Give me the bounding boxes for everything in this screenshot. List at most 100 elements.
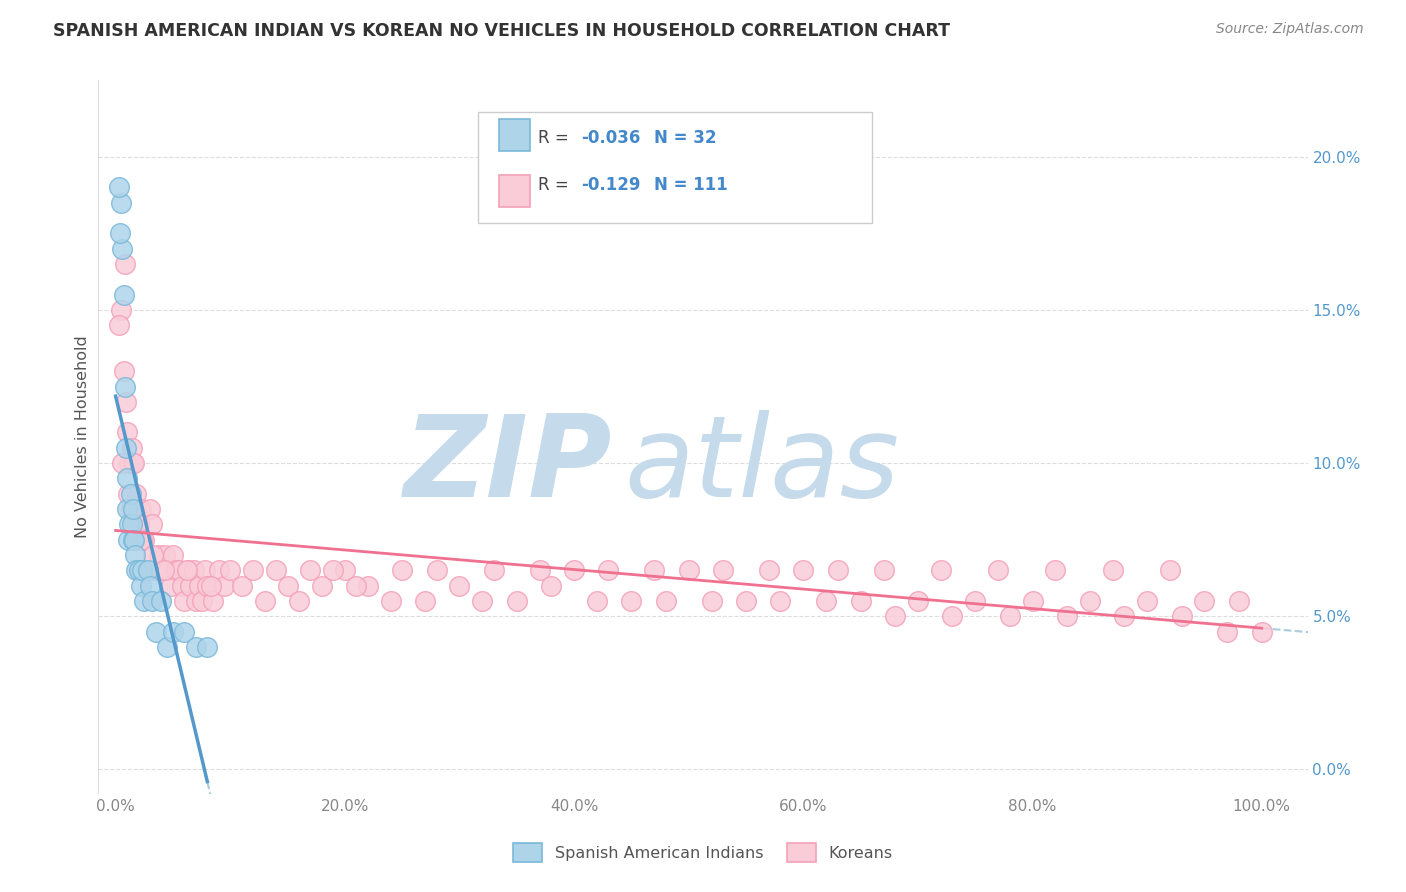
Text: ZIP: ZIP <box>404 410 613 521</box>
Point <box>562 563 585 577</box>
Point <box>172 579 194 593</box>
Point <box>1250 624 1272 639</box>
Point <box>322 563 344 577</box>
Point <box>471 594 494 608</box>
Point <box>131 533 153 547</box>
Point <box>127 517 149 532</box>
Point <box>141 594 163 608</box>
Point <box>506 594 529 608</box>
Point <box>108 318 131 333</box>
Point <box>117 533 139 547</box>
Point <box>1056 609 1078 624</box>
Point <box>121 517 143 532</box>
Point <box>288 594 311 608</box>
Point <box>1078 594 1101 608</box>
Point <box>121 441 143 455</box>
Point <box>200 579 222 593</box>
Point <box>145 563 167 577</box>
Point <box>815 594 838 608</box>
Text: -0.036: -0.036 <box>581 129 640 147</box>
Point <box>156 563 179 577</box>
Point <box>108 180 131 194</box>
Legend: Spanish American Indians, Koreans: Spanish American Indians, Koreans <box>506 837 900 868</box>
Point <box>214 579 236 593</box>
Point <box>202 594 225 608</box>
Point <box>380 594 402 608</box>
Point <box>184 594 207 608</box>
Point <box>141 517 163 532</box>
Point <box>655 594 678 608</box>
Point <box>735 594 758 608</box>
Point <box>145 624 167 639</box>
Point <box>112 287 135 301</box>
Point <box>1216 624 1239 639</box>
Point <box>139 502 162 516</box>
Point <box>965 594 987 608</box>
Point <box>194 563 217 577</box>
Point <box>173 624 195 639</box>
Point <box>115 471 138 485</box>
Point <box>643 563 665 577</box>
Point <box>150 563 173 577</box>
Point <box>219 563 242 577</box>
Text: -0.129: -0.129 <box>581 176 640 194</box>
Point <box>152 563 174 577</box>
Point <box>122 533 145 547</box>
Point <box>391 563 413 577</box>
Point <box>299 563 322 577</box>
Point <box>540 579 562 593</box>
Point <box>120 502 142 516</box>
Point <box>1194 594 1216 608</box>
Point <box>1021 594 1043 608</box>
Point <box>188 579 211 593</box>
Point <box>118 517 141 532</box>
Point <box>208 563 231 577</box>
Point <box>125 563 148 577</box>
Point <box>1045 563 1067 577</box>
Point <box>1114 609 1136 624</box>
Point <box>827 563 849 577</box>
Point <box>159 579 181 593</box>
Point <box>184 640 207 654</box>
Point <box>122 456 145 470</box>
Point <box>117 487 139 501</box>
Point <box>231 579 253 593</box>
Point <box>907 594 929 608</box>
Point <box>120 487 142 501</box>
Point <box>167 563 190 577</box>
Point <box>700 594 723 608</box>
Point <box>929 563 952 577</box>
Point <box>124 548 146 562</box>
Point <box>148 548 170 562</box>
Point <box>114 257 136 271</box>
Point <box>114 379 136 393</box>
Point <box>139 579 162 593</box>
Point <box>413 594 436 608</box>
Y-axis label: No Vehicles in Household: No Vehicles in Household <box>75 335 90 539</box>
Text: SPANISH AMERICAN INDIAN VS KOREAN NO VEHICLES IN HOUSEHOLD CORRELATION CHART: SPANISH AMERICAN INDIAN VS KOREAN NO VEH… <box>53 22 950 40</box>
Point <box>121 533 143 547</box>
Point <box>849 594 872 608</box>
Point <box>1136 594 1159 608</box>
Text: atlas: atlas <box>624 410 900 521</box>
Point <box>1159 563 1181 577</box>
Point <box>277 579 299 593</box>
Point <box>173 594 195 608</box>
Point <box>110 195 132 210</box>
Point <box>195 579 218 593</box>
Point <box>195 640 218 654</box>
Point <box>118 456 141 470</box>
Point <box>121 502 143 516</box>
Point <box>115 395 138 409</box>
Point <box>758 563 780 577</box>
Point <box>333 563 356 577</box>
Text: R =: R = <box>538 176 575 194</box>
Point <box>131 563 153 577</box>
Point <box>1170 609 1192 624</box>
Point <box>872 563 894 577</box>
Point <box>425 563 447 577</box>
Point <box>357 579 380 593</box>
Point <box>136 563 159 577</box>
Point <box>253 594 276 608</box>
Point <box>884 609 907 624</box>
